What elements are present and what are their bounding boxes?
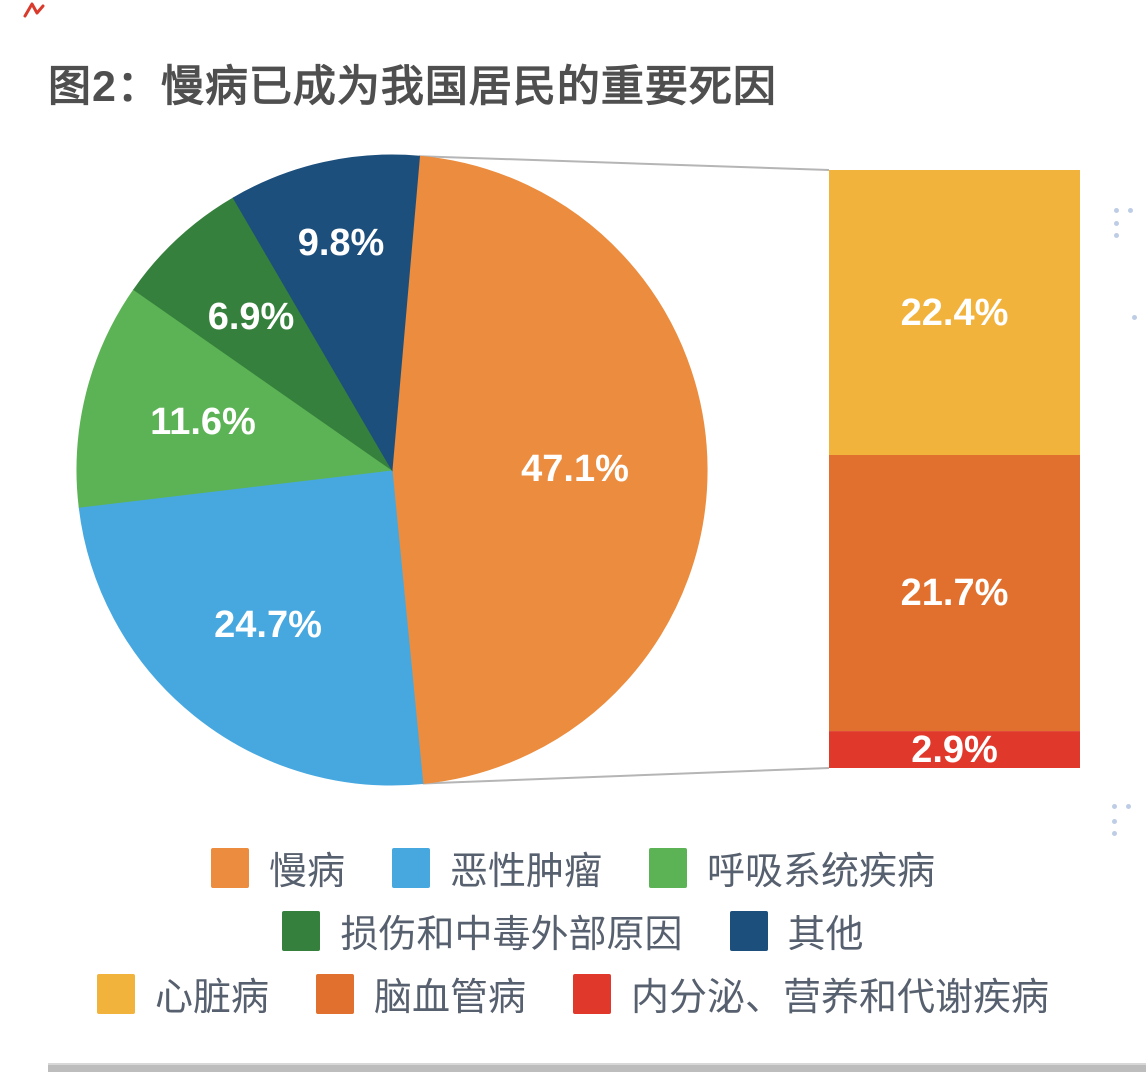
- dot-artifact: [1126, 804, 1131, 809]
- legend-row-0: 慢病 恶性肿瘤 呼吸系统疾病: [210, 836, 935, 899]
- legend-item: 慢病: [210, 840, 345, 895]
- legend-label: 脑血管病: [373, 977, 526, 1019]
- legend-swatch: [729, 910, 768, 951]
- pie-slice-label-4: 9.8%: [298, 222, 385, 264]
- legend-swatch: [573, 973, 611, 1014]
- legend-swatch: [315, 973, 354, 1014]
- legend-swatch: [391, 847, 430, 888]
- red-pen-mark: [23, 2, 45, 18]
- legend-swatch: [96, 973, 135, 1014]
- legend-item: 内分泌、营养和代谢疾病: [573, 966, 1049, 1021]
- legend-label: 心脏病: [154, 977, 269, 1019]
- legend-label: 恶性肿瘤: [449, 851, 602, 893]
- legend-swatch: [649, 847, 687, 888]
- pie-slice-1: [78, 469, 424, 786]
- bottom-divider: [48, 1063, 1146, 1072]
- legend-label: 损伤和中毒外部原因: [340, 914, 683, 956]
- legend-swatch: [210, 847, 249, 888]
- bar-segment-label-2: 2.9%: [911, 729, 998, 771]
- legend-label: 内分泌、营养和代谢疾病: [631, 977, 1050, 1019]
- bar-segment-label-1: 21.7%: [901, 572, 1009, 614]
- dot-artifact: [1114, 233, 1119, 238]
- connector-line-bottom: [422, 767, 830, 785]
- pie-slice-label-2: 11.6%: [150, 401, 256, 443]
- bar-segment-0: [829, 170, 1080, 455]
- legend-item: 呼吸系统疾病: [649, 840, 935, 895]
- pie-slice-label-1: 24.7%: [214, 604, 322, 646]
- legend-swatch: [282, 910, 321, 951]
- legend-row-2: 心脏病 脑血管病 内分泌、营养和代谢疾病: [96, 962, 1049, 1025]
- dot-artifact: [1112, 804, 1117, 809]
- legend-item: 恶性肿瘤: [391, 840, 602, 895]
- legend-row-1: 损伤和中毒外部原因 其他: [282, 899, 864, 962]
- pie-slice-label-0: 47.1%: [521, 448, 629, 490]
- legend-item: 脑血管病: [315, 966, 526, 1021]
- legend-item: 心脏病: [96, 966, 269, 1021]
- dot-artifact: [1112, 819, 1117, 824]
- dot-artifact: [1112, 831, 1117, 836]
- bar-segment-label-0: 22.4%: [901, 292, 1009, 334]
- pie-slice-4: [232, 154, 421, 472]
- chart-legend: 慢病 恶性肿瘤 呼吸系统疾病 损伤和中毒外部原因 其他心脏病 脑血管病 内分泌、营养和代谢疾…: [0, 836, 1146, 1025]
- pie-chart-canvas: 47.1% 24.7% 11.6% 6.9%9.8% 22.4% 21.7% 2.9%: [76, 154, 1080, 786]
- pie-slice-0: [391, 155, 708, 785]
- chart-title: 图2：慢病已成为我国居民的重要死因: [48, 63, 777, 111]
- dot-artifact: [1114, 208, 1119, 213]
- connector-line-top: [419, 155, 830, 171]
- legend-label: 呼吸系统疾病: [707, 851, 936, 893]
- pie-slice-label-3: 6.9%: [208, 296, 295, 338]
- bar-segment-1: [829, 455, 1080, 732]
- pie-slice-2: [76, 288, 394, 508]
- bar-segment-2: [829, 731, 1080, 768]
- dot-artifact: [1128, 208, 1133, 213]
- dot-artifact: [1114, 221, 1119, 226]
- dot-artifact: [1132, 315, 1137, 320]
- legend-item: 损伤和中毒外部原因: [282, 903, 683, 958]
- legend-item: 其他: [729, 903, 864, 958]
- legend-label: 慢病: [268, 851, 345, 893]
- legend-label: 其他: [787, 914, 864, 956]
- pie-slice-3: [133, 197, 393, 471]
